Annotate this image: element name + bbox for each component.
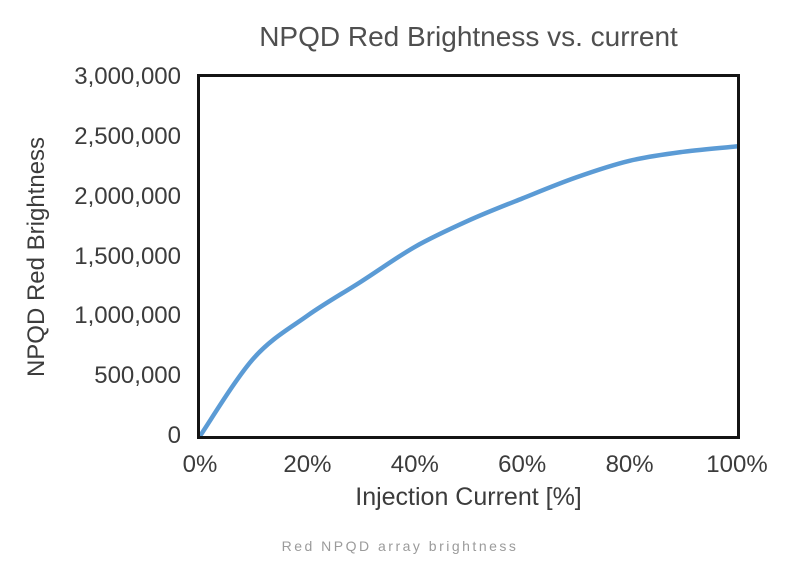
line-chart-canvas: [200, 144, 737, 436]
x-tick-label: 80%: [605, 451, 654, 478]
figure-caption: Red NPQD array brightness: [281, 538, 519, 554]
chart-title: NPQD Red Brightness vs. current: [259, 21, 678, 52]
x-tick-label: 40%: [390, 451, 439, 478]
x-tick-label: 20%: [283, 451, 332, 478]
y-tick-label: 3,000,000: [74, 63, 181, 90]
x-tick-label: 0%: [182, 451, 218, 478]
brightness-curve-line: [200, 144, 737, 436]
plot-area: [197, 74, 740, 439]
y-tick-label: 0: [167, 422, 181, 449]
y-tick-label: 1,500,000: [74, 242, 181, 270]
y-tick-label: 500,000: [94, 362, 181, 390]
x-axis-title: Injection Current [%]: [355, 483, 582, 511]
y-tick-label: 1,000,000: [74, 302, 181, 330]
y-axis-title: NPQD Red Brightness: [23, 136, 50, 378]
y-tick-label: 2,500,000: [74, 122, 181, 150]
y-tick-label: 2,000,000: [74, 182, 181, 210]
x-tick-label: 100%: [706, 451, 768, 478]
x-tick-label: 60%: [498, 451, 547, 478]
